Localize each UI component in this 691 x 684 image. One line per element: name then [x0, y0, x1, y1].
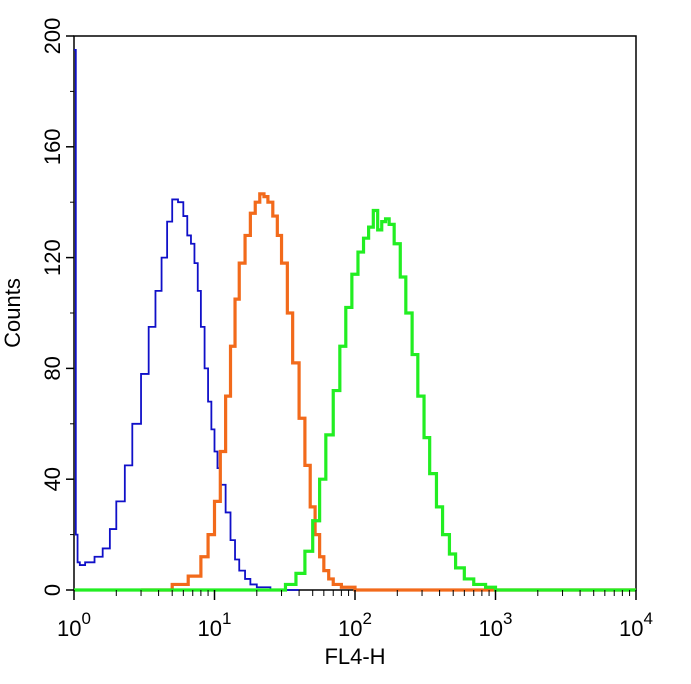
x-axis: 100 101 102 103 104 [57, 590, 653, 641]
plot-frame [73, 35, 637, 591]
y-tick-label: 80 [40, 356, 65, 380]
y-tick-label: 160 [40, 128, 65, 165]
y-axis: 0 40 80 120 160 200 [40, 18, 74, 596]
x-axis-title: FL4-H [324, 644, 385, 669]
series-line-3 [74, 208, 636, 592]
series-line-2 [141, 192, 636, 592]
y-tick-label: 40 [40, 467, 65, 491]
x-tick-label: 103 [479, 609, 513, 641]
x-tick-label: 104 [619, 609, 653, 641]
series-layer [74, 48, 636, 592]
x-tick-label: 101 [198, 609, 232, 641]
x-tick-label: 102 [338, 609, 372, 641]
y-axis-title: Counts [0, 278, 25, 348]
x-tick-label: 100 [57, 609, 91, 641]
y-tick-label: 0 [40, 584, 65, 596]
y-tick-label: 120 [40, 239, 65, 276]
series-line-1 [74, 48, 300, 591]
y-tick-label: 200 [40, 18, 65, 55]
